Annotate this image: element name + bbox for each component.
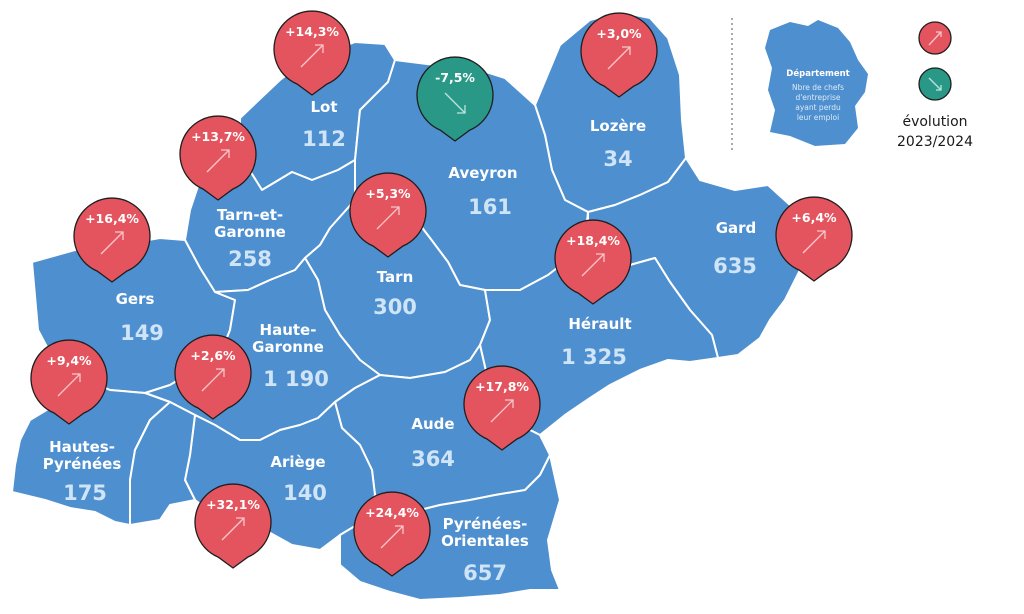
trend-up-arrow-icon bbox=[581, 253, 605, 277]
evolution-pins: +14,3% +3,0% -7,5% +13,7% +6,4% +5,3% +16,4% +1… bbox=[30, 10, 853, 577]
trend-up-arrow-icon bbox=[100, 231, 124, 255]
increase-marker bbox=[30, 339, 108, 425]
aveyron-evolution-pin: -7,5% bbox=[416, 56, 494, 142]
decrease-marker bbox=[416, 56, 494, 142]
increase-marker bbox=[353, 491, 431, 577]
herault-evolution-value: +18,4% bbox=[566, 233, 620, 248]
lot-name: Lot bbox=[310, 98, 337, 116]
trend-down-arrow-icon bbox=[444, 92, 466, 114]
tarn-evolution-value: +5,3% bbox=[365, 186, 411, 201]
hautes-pyrenees-evolution-pin: +9,4% bbox=[30, 339, 108, 425]
hautes-pyrenees-evolution-value: +9,4% bbox=[46, 353, 92, 368]
trend-up-arrow-icon bbox=[206, 149, 230, 173]
lot-evolution-value: +14,3% bbox=[285, 24, 339, 39]
pyrenees-orientales-evolution-pin: +24,4% bbox=[353, 491, 431, 577]
gard-evolution-pin: +6,4% bbox=[775, 196, 853, 282]
ariege-evolution-value: +32,1% bbox=[206, 497, 260, 512]
aude-evolution-pin: +17,8% bbox=[463, 365, 541, 451]
legend-title: Département bbox=[786, 68, 849, 79]
haute-garonne-name: Haute-Garonne bbox=[252, 321, 324, 356]
legend-description-line: ayant perdu bbox=[795, 103, 841, 112]
ariege-value: 140 bbox=[283, 481, 327, 505]
increase-marker bbox=[349, 172, 427, 258]
lot-value: 112 bbox=[302, 127, 346, 151]
tarn-value: 300 bbox=[373, 295, 417, 319]
lozere-value: 34 bbox=[603, 147, 632, 171]
legend-description-line: Nbre de chefs bbox=[792, 83, 844, 92]
gers-value: 149 bbox=[120, 321, 164, 345]
legend-description-line: d'entreprise bbox=[795, 93, 840, 102]
aveyron-name: Aveyron bbox=[448, 164, 517, 182]
gard-value: 635 bbox=[713, 254, 757, 278]
herault-value: 1 325 bbox=[561, 345, 627, 369]
legend-decrease-pin bbox=[918, 67, 952, 101]
gard-evolution-value: +6,4% bbox=[791, 210, 837, 225]
hautes-pyrenees-value: 175 bbox=[63, 481, 107, 505]
tarn-et-garonne-name: Tarn-et-Garonne bbox=[214, 206, 286, 241]
ariege-enclave-shape[interactable] bbox=[129, 401, 196, 526]
tarn-et-garonne-value: 258 bbox=[228, 247, 272, 271]
gers-name: Gers bbox=[116, 290, 155, 308]
pyrenees-orientales-value: 657 bbox=[463, 561, 507, 585]
ariege-evolution-pin: +32,1% bbox=[194, 483, 272, 569]
trend-up-arrow-icon bbox=[376, 206, 400, 230]
tarn-et-garonne-evolution-pin: +13,7% bbox=[179, 115, 257, 201]
increase-marker bbox=[580, 12, 658, 98]
gers-evolution-value: +16,4% bbox=[85, 211, 139, 226]
gard-name: Gard bbox=[716, 219, 757, 237]
aude-name: Aude bbox=[411, 415, 454, 433]
departement-labels: Lot 112 Lozère 34 Aveyron 161 Tarn-et-Garonne 2… bbox=[43, 98, 757, 585]
trend-up-arrow-icon bbox=[300, 44, 324, 68]
trend-up-arrow-icon bbox=[201, 368, 225, 392]
haute-garonne-value: 1 190 bbox=[263, 367, 329, 391]
aude-value: 364 bbox=[411, 447, 455, 471]
ariege-name: Ariège bbox=[270, 453, 325, 471]
trend-up-arrow-icon bbox=[380, 525, 404, 549]
tarn-et-garonne-evolution-value: +13,7% bbox=[191, 129, 245, 144]
legend: Département Nbre de chefs d'entreprise a… bbox=[731, 18, 973, 150]
trend-up-arrow-icon bbox=[57, 373, 81, 397]
lozere-evolution-pin: +3,0% bbox=[580, 12, 658, 98]
legend-evolution-period: 2023/2024 bbox=[897, 134, 973, 150]
trend-up-arrow-icon bbox=[607, 46, 631, 70]
trend-up-arrow-icon bbox=[221, 517, 245, 541]
lozere-name: Lozère bbox=[590, 117, 646, 135]
hautes-pyrenees-name: Hautes-Pyrénées bbox=[43, 438, 122, 473]
legend-department-shape bbox=[765, 20, 868, 146]
lozere-evolution-value: +3,0% bbox=[596, 26, 642, 41]
increase-marker bbox=[273, 10, 351, 96]
pyrenees-orientales-evolution-value: +24,4% bbox=[365, 505, 419, 520]
increase-marker bbox=[775, 196, 853, 282]
haute-garonne-evolution-value: +2,6% bbox=[190, 348, 236, 363]
trend-up-arrow-icon bbox=[490, 399, 514, 423]
herault-name: Hérault bbox=[568, 315, 631, 333]
aude-evolution-value: +17,8% bbox=[475, 379, 529, 394]
tarn-evolution-pin: +5,3% bbox=[349, 172, 427, 258]
legend-increase-pin bbox=[918, 21, 952, 55]
increase-marker bbox=[194, 483, 272, 569]
legend-evolution-label: évolution bbox=[902, 114, 967, 130]
tarn-name: Tarn bbox=[377, 268, 414, 286]
increase-marker bbox=[73, 197, 151, 283]
increase-marker bbox=[174, 334, 252, 420]
gers-evolution-pin: +16,4% bbox=[73, 197, 151, 283]
increase-marker bbox=[554, 219, 632, 305]
lot-evolution-pin: +14,3% bbox=[273, 10, 351, 96]
increase-marker bbox=[179, 115, 257, 201]
herault-evolution-pin: +18,4% bbox=[554, 219, 632, 305]
increase-marker bbox=[463, 365, 541, 451]
pyrenees-orientales-name: Pyrénées-Orientales bbox=[441, 515, 529, 550]
trend-up-arrow-icon bbox=[802, 230, 826, 254]
aveyron-evolution-value: -7,5% bbox=[435, 70, 475, 85]
aveyron-value: 161 bbox=[468, 195, 512, 219]
legend-description-line: leur emploi bbox=[797, 113, 839, 122]
haute-garonne-evolution-pin: +2,6% bbox=[174, 334, 252, 420]
